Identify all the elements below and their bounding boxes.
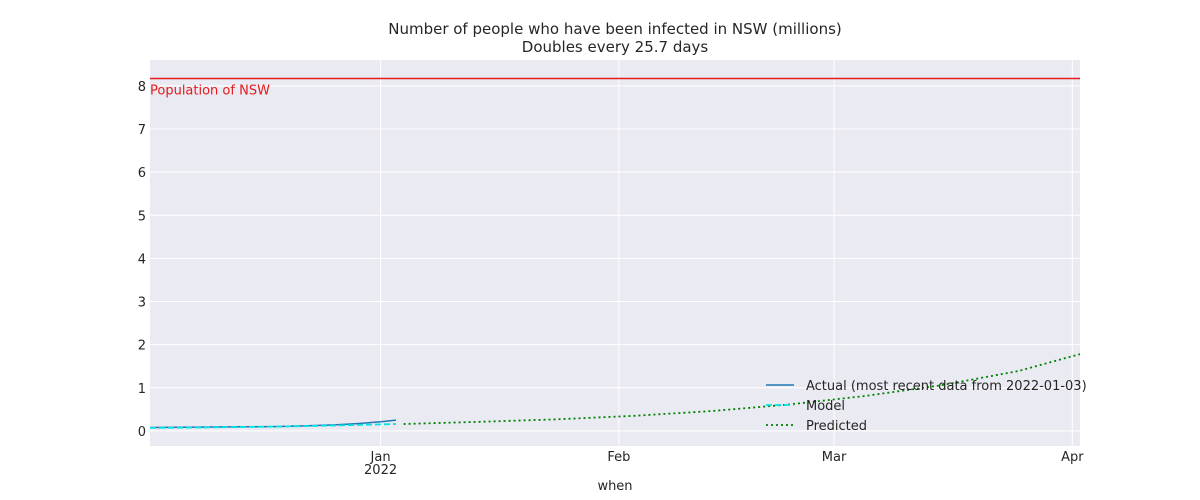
x-tick-label: Apr: [1061, 450, 1084, 465]
plot-area: [150, 60, 1080, 446]
x-axis-label: when: [597, 479, 632, 494]
y-tick-label: 6: [138, 166, 146, 181]
x-tick-label: Feb: [607, 450, 630, 465]
y-tick-label: 8: [138, 80, 146, 95]
gridlines: [150, 60, 1080, 446]
legend-label: Predicted: [806, 419, 867, 434]
y-tick-label: 4: [138, 252, 146, 267]
x-tick-label: Jan: [370, 450, 391, 465]
series-group: [149, 353, 1081, 429]
y-tick-label: 0: [138, 425, 146, 440]
legend: Actual (most recent data from 2022-01-03…: [766, 379, 1087, 434]
y-tick-label: 5: [138, 209, 146, 224]
chart-subtitle: Doubles every 25.7 days: [522, 38, 709, 56]
reference-line-group: Population of NSW: [150, 77, 1080, 99]
y-tick-label: 1: [138, 382, 146, 397]
y-tick-label: 3: [138, 296, 146, 311]
y-axis: 0 1 2 3 4 5 6 7 8: [138, 80, 146, 440]
x-tick-label: Mar: [822, 450, 847, 465]
series-line: [403, 353, 1081, 425]
population-label: Population of NSW: [150, 84, 270, 99]
y-tick-label: 2: [138, 339, 146, 354]
x-tick-sublabel: 2022: [364, 463, 397, 478]
y-tick-label: 7: [138, 123, 146, 138]
legend-label: Actual (most recent data from 2022-01-03…: [806, 379, 1087, 394]
chart-title: Number of people who have been infected …: [388, 20, 842, 38]
series-line: [149, 423, 397, 429]
legend-label: Model: [806, 399, 845, 414]
